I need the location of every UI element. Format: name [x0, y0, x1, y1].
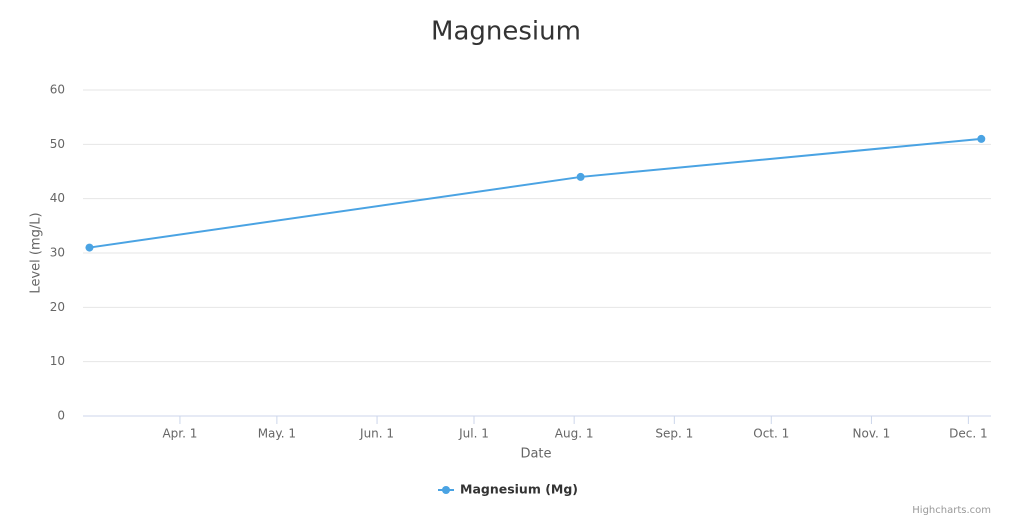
credits[interactable]: Highcharts.com	[912, 505, 991, 516]
x-tick-label: Jul. 1	[458, 427, 489, 441]
line	[89, 137, 982, 249]
y-tick-label: 40	[50, 191, 65, 205]
y-tick-label: 10	[50, 354, 65, 368]
x-tick-label: Sep. 1	[655, 427, 693, 441]
y-tick-label: 20	[50, 300, 65, 314]
x-tick-label: Nov. 1	[853, 427, 891, 441]
x-tick-label: Apr. 1	[162, 427, 197, 441]
y-tick-label: 0	[57, 409, 65, 423]
y-tick-label: 50	[50, 137, 65, 151]
legend-label[interactable]: Magnesium (Mg)	[460, 482, 578, 497]
point	[576, 172, 585, 181]
legend-marker	[442, 486, 450, 494]
y-tick-label: 60	[50, 83, 65, 97]
x-axis-title: Date	[520, 447, 551, 462]
x-tick-label: Aug. 1	[555, 427, 594, 441]
x-tick-label: Dec. 1	[949, 427, 987, 441]
chart-title: Magnesium	[431, 17, 581, 47]
point	[977, 134, 986, 143]
x-tick-label: Oct. 1	[753, 427, 789, 441]
y-tick-label: 30	[50, 246, 65, 260]
y-axis-title: Level (mg/L)	[29, 212, 44, 293]
x-tick-label: May. 1	[258, 427, 296, 441]
x-tick-label: Jun. 1	[359, 427, 394, 441]
point	[85, 243, 94, 252]
